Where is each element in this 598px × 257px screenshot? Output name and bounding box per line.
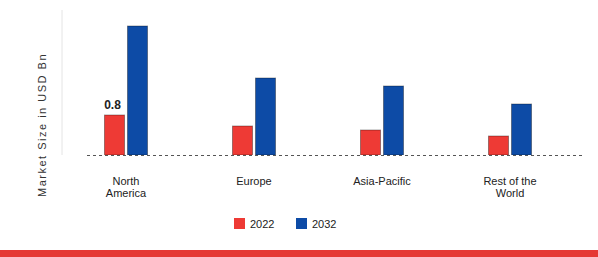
x-tick-label-line: Rest of the [483, 175, 536, 187]
x-tick-label-line: North [113, 175, 140, 187]
legend-swatch [234, 218, 245, 229]
baseline [87, 155, 584, 156]
bar [256, 78, 276, 155]
legend-label: 2022 [250, 218, 274, 230]
chart: Market Size in USD Bn 0.8 NorthAmerica Euro… [0, 0, 598, 257]
bar [384, 86, 404, 155]
x-tick-label: NorthAmerica [106, 175, 147, 199]
x-tick-label: Asia-Pacific [353, 175, 411, 187]
bar [105, 115, 125, 155]
x-tick-label: Rest of theWorld [483, 175, 536, 199]
legend-label: 2032 [312, 218, 336, 230]
bar [489, 136, 509, 155]
x-tick-label: Europe [236, 175, 271, 187]
bar [233, 126, 253, 155]
bar [512, 104, 532, 155]
legend-swatch [296, 218, 307, 229]
bar [128, 26, 148, 155]
data-label: 0.8 [104, 98, 121, 112]
x-tick-label-line: Europe [236, 175, 271, 187]
bars [105, 26, 532, 155]
x-tick-label-line: World [496, 187, 525, 199]
bottom-stripe [0, 250, 598, 257]
y-axis-line [62, 10, 63, 155]
x-tick-label-line: America [106, 187, 147, 199]
bar [361, 130, 381, 155]
x-tick-label-line: Asia-Pacific [353, 175, 411, 187]
y-axis-title: Market Size in USD Bn [36, 53, 48, 197]
